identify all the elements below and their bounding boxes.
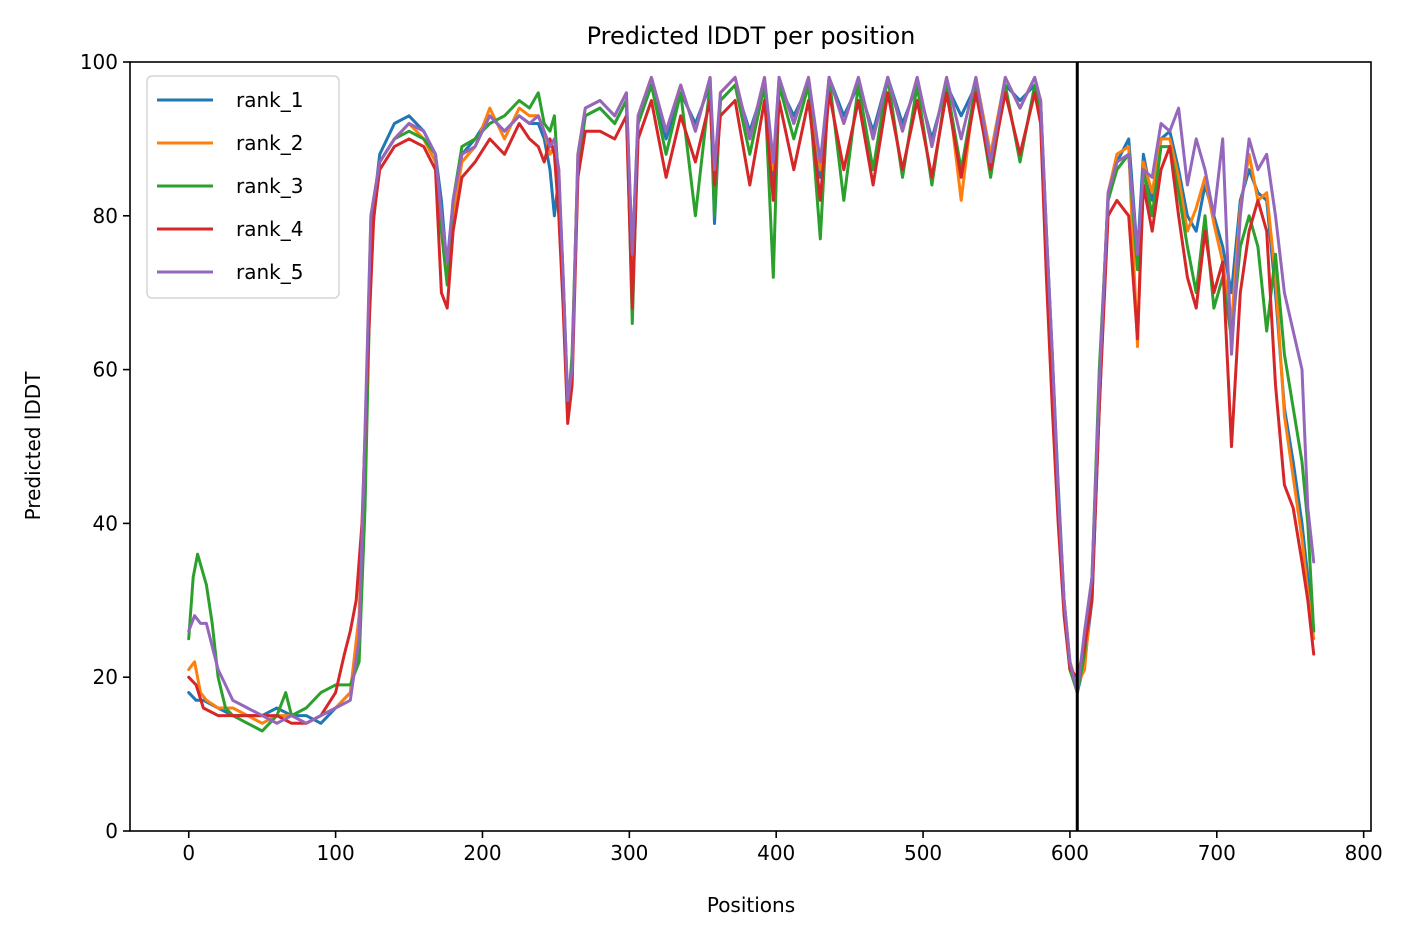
y-tick-label: 0 [105, 819, 118, 843]
chart-title: Predicted lDDT per position [587, 22, 916, 50]
x-axis-label: Positions [707, 893, 795, 917]
plot-content [187, 62, 1316, 831]
legend: rank_1 rank_2 rank_3 rank_4 rank_5 [146, 75, 340, 299]
series-line-rank_3 [187, 75, 1316, 733]
y-tick-label: 40 [93, 511, 118, 535]
legend-label-rank_3: rank_3 [236, 174, 303, 198]
y-axis-ticks: 0 20 40 60 80 100 [80, 50, 130, 843]
x-tick-label: 500 [904, 841, 942, 865]
x-tick-label: 400 [757, 841, 795, 865]
legend-label-rank_1: rank_1 [236, 88, 303, 112]
x-tick-label: 0 [182, 841, 195, 865]
x-tick-label: 300 [610, 841, 648, 865]
y-axis-label: Predicted lDDT [21, 371, 45, 521]
y-tick-label: 60 [93, 358, 118, 382]
y-tick-label: 20 [93, 665, 118, 689]
y-tick-label: 100 [80, 50, 118, 74]
legend-label-rank_2: rank_2 [236, 131, 303, 155]
legend-box [146, 75, 340, 299]
x-tick-label: 800 [1345, 841, 1383, 865]
series-line-rank_5 [187, 75, 1316, 725]
plot-frame [129, 61, 1372, 832]
y-tick-label: 80 [93, 204, 118, 228]
x-tick-label: 700 [1198, 841, 1236, 865]
x-tick-label: 200 [463, 841, 501, 865]
x-axis-ticks: 0 100 200 300 400 500 600 700 800 [182, 831, 1383, 865]
x-tick-label: 600 [1051, 841, 1089, 865]
legend-label-rank_5: rank_5 [236, 260, 303, 284]
legend-label-rank_4: rank_4 [236, 217, 303, 241]
x-tick-label: 100 [317, 841, 355, 865]
series-line-rank_4 [187, 91, 1316, 725]
